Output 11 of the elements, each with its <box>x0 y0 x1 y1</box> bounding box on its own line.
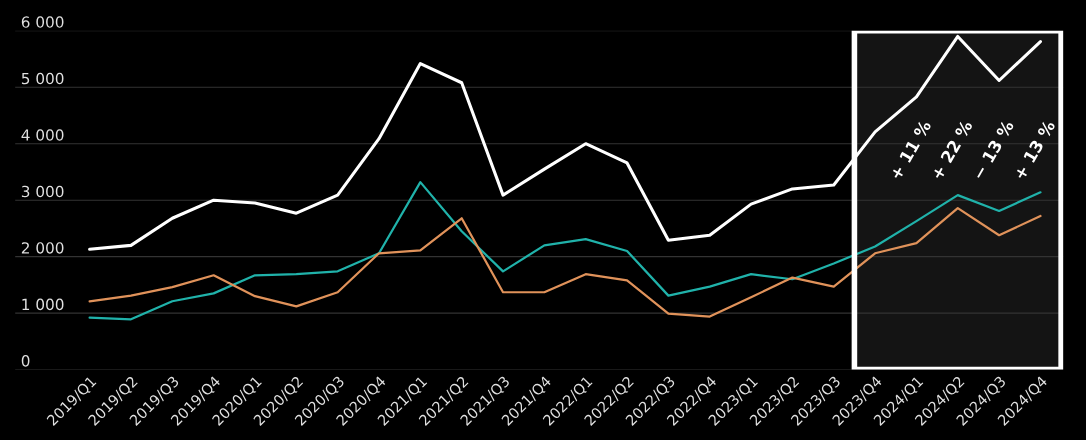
y-tick-label: 5 000 <box>21 72 64 85</box>
annotation: − 13 % <box>971 119 1015 181</box>
annotation: + 11 % <box>889 119 932 181</box>
y-tick-label: 4 000 <box>21 129 64 141</box>
y-tick-label: 1 000 <box>22 298 64 311</box>
y-tick-label: 0 <box>21 355 30 367</box>
y-tick-label: 6 000 <box>21 16 64 28</box>
annotation: + 22 % <box>930 119 973 181</box>
y-tick-label: 2 000 <box>21 242 64 254</box>
annotation: + 13 % <box>1013 119 1056 181</box>
y-tick-label: 3 000 <box>21 185 64 198</box>
